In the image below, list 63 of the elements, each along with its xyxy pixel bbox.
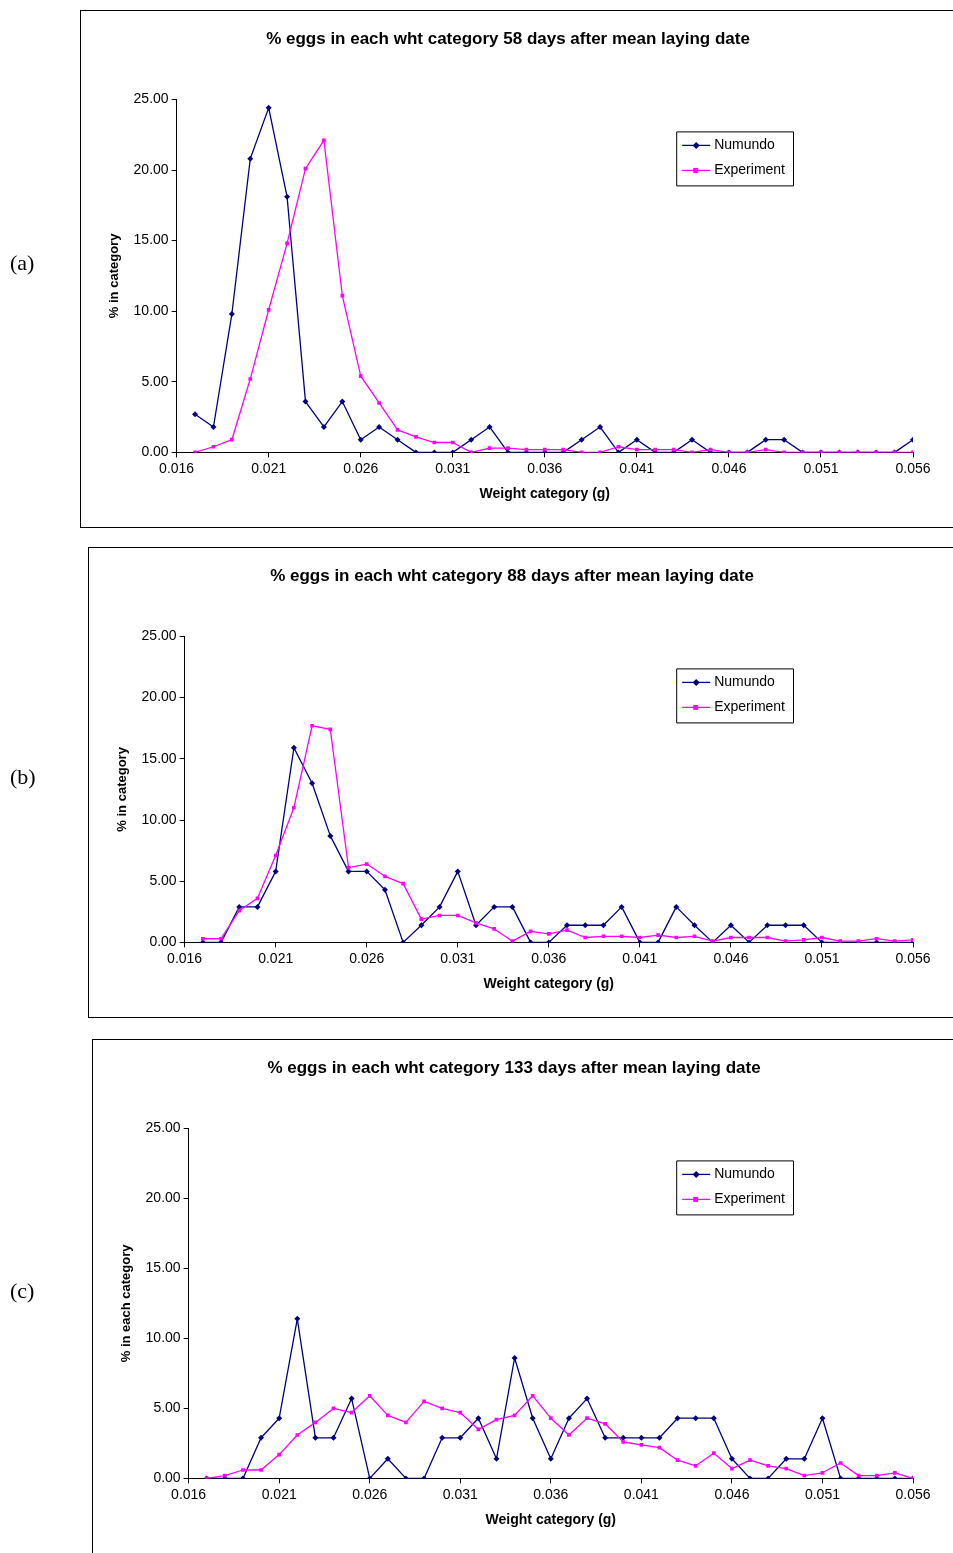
x-tick-label: 0.031	[435, 459, 471, 476]
y-tick-label: 10.00	[133, 302, 169, 319]
y-tick-label: 5.00	[141, 372, 169, 389]
x-tick-label: 0.036	[527, 459, 563, 476]
x-tick-label: 0.051	[804, 1485, 841, 1502]
x-tick-label: 0.021	[258, 949, 294, 966]
y-tick-label: 15.00	[145, 1259, 181, 1276]
legend-label: Experiment	[714, 698, 786, 715]
y-tick-label: 0.00	[153, 1469, 181, 1486]
chart-title: % eggs in each wht category 133 days after mean laying date	[267, 1057, 761, 1077]
y-axis-title: % in each category	[118, 1243, 134, 1363]
x-tick-label: 0.046	[713, 949, 749, 966]
x-tick-label: 0.021	[261, 1485, 297, 1502]
legend-label: Experiment	[714, 1190, 786, 1207]
chart-title: % eggs in each wht category 58 days after mean laying date	[266, 28, 750, 48]
y-tick-label: 10.00	[145, 1329, 181, 1346]
x-tick-label: 0.051	[803, 459, 839, 476]
text: (c)	[10, 1277, 35, 1304]
x-tick-label: 0.046	[711, 459, 747, 476]
x-tick-label: 0.036	[531, 949, 567, 966]
y-tick-label: 20.00	[141, 688, 177, 705]
y-tick-label: 25.00	[141, 627, 177, 644]
y-tick-label: 25.00	[145, 1119, 181, 1136]
x-tick-label: 0.016	[171, 1485, 207, 1502]
legend-label: Numundo	[714, 673, 776, 690]
legend-label: Experiment	[714, 161, 786, 178]
y-tick-label: 0.00	[149, 933, 177, 950]
x-tick-label: 0.021	[251, 459, 287, 476]
x-tick-label: 0.016	[159, 459, 195, 476]
x-tick-label: 0.056	[895, 1485, 931, 1502]
y-tick-label: 20.00	[133, 160, 169, 177]
x-tick-label: 0.026	[343, 459, 379, 476]
legend-label: Numundo	[714, 136, 776, 153]
x-tick-label: 0.026	[352, 1485, 388, 1502]
y-tick-label: 15.00	[133, 231, 169, 248]
x-tick-label: 0.056	[895, 949, 931, 966]
x-axis-title: Weight category (g)	[479, 485, 611, 502]
y-tick-label: 5.00	[153, 1399, 181, 1416]
chart-title: % eggs in each wht category 88 days after mean laying date	[270, 565, 754, 585]
x-tick-label: 0.031	[440, 949, 476, 966]
y-axis-title: % in category	[114, 746, 130, 832]
y-axis-title: % in category	[106, 232, 122, 319]
x-tick-label: 0.041	[623, 1485, 660, 1502]
x-tick-label: 0.046	[714, 1485, 750, 1502]
x-tick-label: 0.041	[619, 459, 655, 476]
legend-label: Numundo	[714, 1165, 776, 1182]
x-tick-label: 0.026	[349, 949, 385, 966]
y-tick-label: 0.00	[141, 443, 169, 460]
y-tick-label: 15.00	[141, 749, 177, 766]
y-tick-label: 5.00	[149, 872, 177, 889]
y-tick-label: 20.00	[145, 1189, 181, 1206]
x-tick-label: 0.036	[533, 1485, 569, 1502]
x-tick-label: 0.041	[622, 949, 658, 966]
x-tick-label: 0.016	[167, 949, 203, 966]
text: (a)	[10, 250, 35, 276]
x-tick-label: 0.056	[895, 459, 931, 476]
x-axis-title: Weight category (g)	[483, 975, 615, 992]
y-tick-label: 25.00	[133, 90, 169, 107]
text: (b)	[10, 763, 36, 790]
y-tick-label: 10.00	[141, 810, 177, 827]
x-tick-label: 0.031	[442, 1485, 478, 1502]
x-axis-title: Weight category (g)	[485, 1511, 617, 1528]
x-tick-label: 0.051	[804, 949, 840, 966]
